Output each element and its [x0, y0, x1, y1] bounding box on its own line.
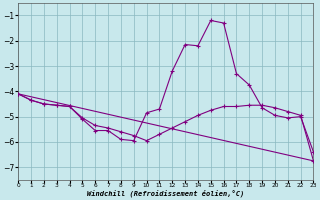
X-axis label: Windchill (Refroidissement éolien,°C): Windchill (Refroidissement éolien,°C) — [87, 190, 244, 197]
